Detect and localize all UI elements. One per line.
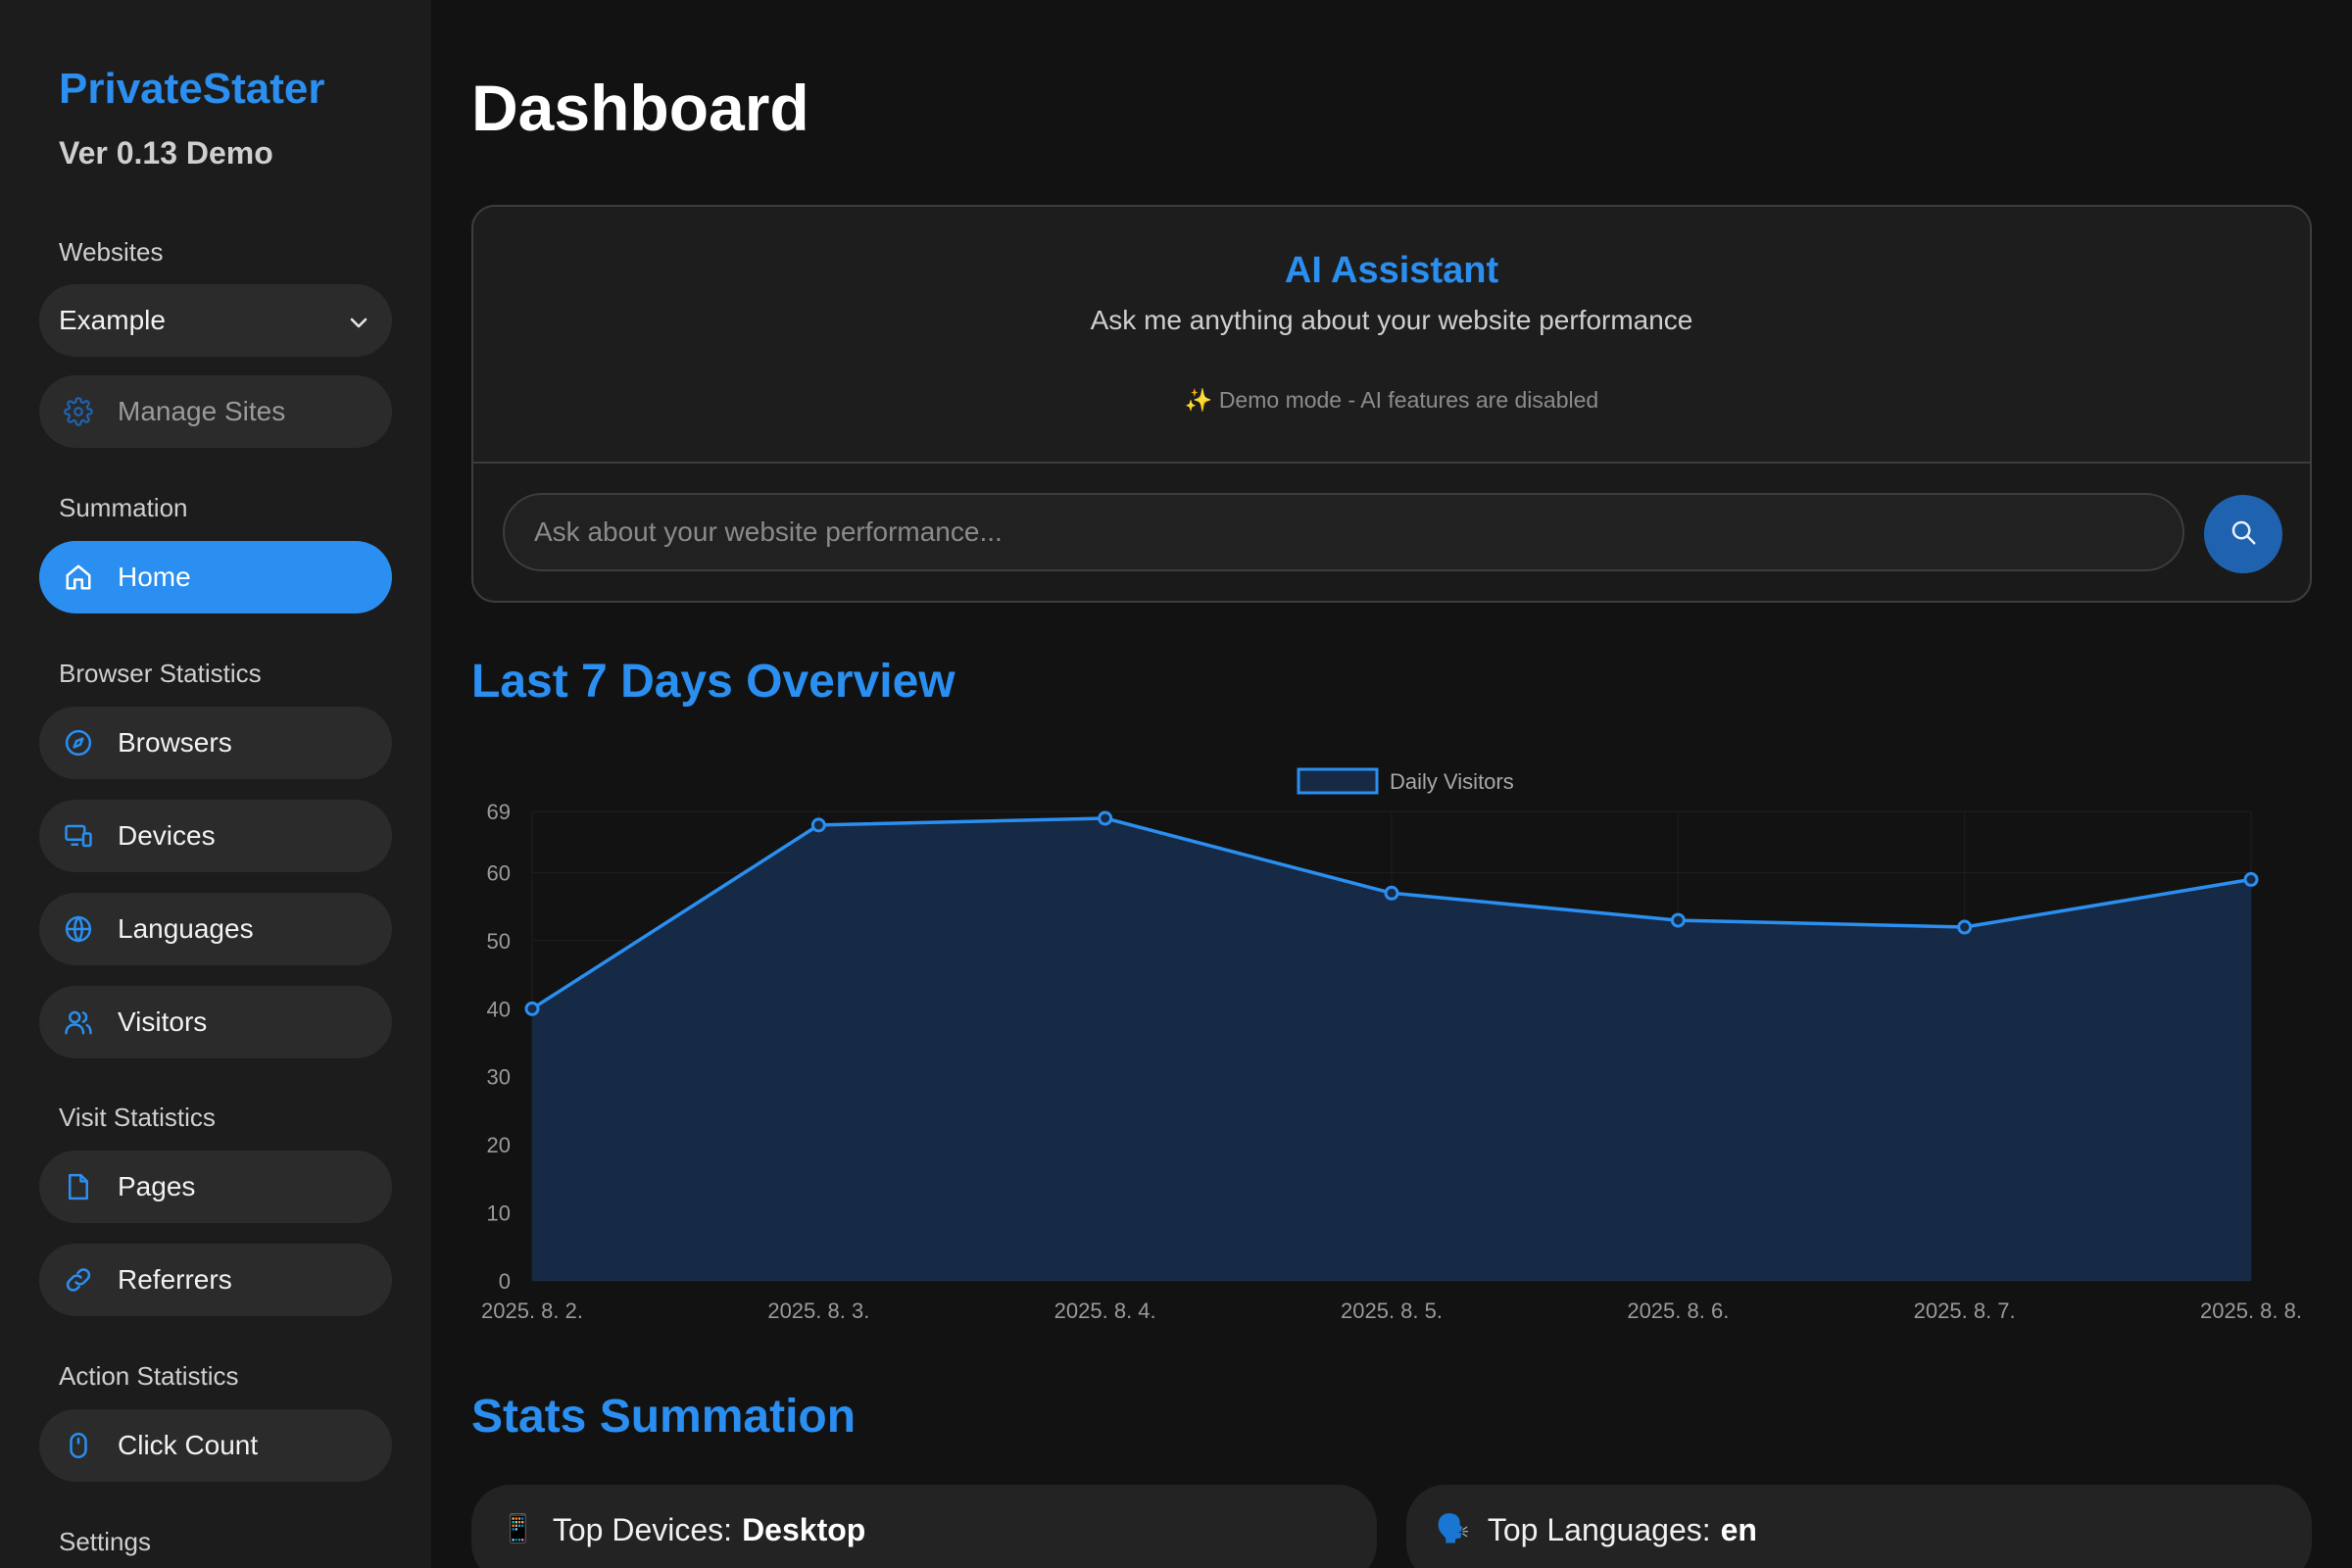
y-tick-label: 20 xyxy=(487,1133,511,1157)
y-tick-label: 0 xyxy=(499,1269,511,1294)
browser-statistics-label: Browser Statistics xyxy=(59,659,262,688)
data-point xyxy=(1670,912,1686,928)
manage-sites-button[interactable]: Manage Sites xyxy=(39,375,392,448)
y-tick-label: 30 xyxy=(487,1065,511,1090)
websites-label: Websites xyxy=(59,237,164,267)
chart-canvas: 0 10 20 30 40 50 60 69 2025. 8. 2. 2025. 8. 3. 202… xyxy=(481,767,2302,1323)
compass-icon xyxy=(63,727,94,759)
x-tick-label: 2025. 8. 3. xyxy=(767,1298,869,1323)
sidebar: PrivateStater Ver 0.13 Demo Websites Exa… xyxy=(0,0,431,1568)
sidebar-item-referrers[interactable]: Referrers xyxy=(39,1244,392,1316)
x-tick-label: 2025. 8. 5. xyxy=(1341,1298,1443,1323)
link-icon xyxy=(63,1264,94,1296)
ai-question-input[interactable]: Ask about your website performance... xyxy=(503,493,2184,571)
top-devices-value: Desktop xyxy=(742,1512,866,1547)
mouse-icon xyxy=(63,1430,94,1461)
sidebar-item-label: Browsers xyxy=(118,727,232,758)
gear-icon xyxy=(63,396,94,427)
x-tick-label: 2025. 8. 6. xyxy=(1627,1298,1729,1323)
settings-label: Settings xyxy=(59,1527,151,1556)
page-title: Dashboard xyxy=(471,72,809,144)
sidebar-item-visitors[interactable]: Visitors xyxy=(39,986,392,1058)
sidebar-item-label: Referrers xyxy=(118,1264,232,1295)
website-select-value: Example xyxy=(59,305,166,335)
top-devices-label: Top Devices: xyxy=(552,1512,733,1547)
data-point xyxy=(1384,885,1399,901)
sidebar-item-label: Click Count xyxy=(118,1430,259,1460)
home-icon xyxy=(63,562,94,593)
sidebar-item-home[interactable]: Home xyxy=(39,541,392,613)
top-devices-card: 📱 Top Devices: Desktop xyxy=(471,1485,1377,1568)
ai-assistant-header: AI Assistant Ask me anything about your … xyxy=(473,207,2310,464)
top-languages-card: 🗣️ Top Languages: en xyxy=(1406,1485,2312,1568)
visit-statistics-label: Visit Statistics xyxy=(59,1102,216,1132)
legend-swatch xyxy=(1297,767,1379,795)
top-languages-label: Top Languages: xyxy=(1487,1512,1711,1547)
speaking-head-icon: 🗣️ xyxy=(1436,1513,1470,1544)
sidebar-item-label: Pages xyxy=(118,1171,196,1201)
globe-icon xyxy=(63,913,94,945)
y-tick-label: 50 xyxy=(487,929,511,954)
y-tick-label: 40 xyxy=(487,997,511,1021)
brand-title: PrivateStater xyxy=(59,65,325,113)
search-icon xyxy=(2229,517,2258,552)
sidebar-item-label: Visitors xyxy=(118,1006,208,1037)
data-point xyxy=(1098,810,1113,826)
daily-visitors-chart: 0 10 20 30 40 50 60 69 2025. 8. 2. 2025. 8. 3. 202… xyxy=(461,745,2323,1333)
chevron-down-icon xyxy=(349,305,368,336)
brand-version: Ver 0.13 Demo xyxy=(59,135,273,171)
stats-heading: Stats Summation xyxy=(471,1391,857,1443)
x-tick-label: 2025. 8. 7. xyxy=(1914,1298,2016,1323)
ai-assistant-subtitle: Ask me anything about your website perfo… xyxy=(1090,305,1693,335)
summation-label: Summation xyxy=(59,493,188,522)
demo-mode-note: ✨ Demo mode - AI features are disabled xyxy=(1184,387,1599,413)
series-area-daily-visitors xyxy=(532,817,2251,1281)
website-select[interactable]: Example xyxy=(39,284,392,357)
data-point xyxy=(2243,871,2259,887)
y-tick-label: 69 xyxy=(487,800,511,824)
sidebar-item-label: Devices xyxy=(118,820,216,851)
ai-assistant-title: AI Assistant xyxy=(1284,250,1499,291)
y-tick-label: 10 xyxy=(487,1201,511,1226)
top-languages-value: en xyxy=(1720,1512,1757,1547)
action-statistics-label: Action Statistics xyxy=(59,1361,239,1391)
overview-heading: Last 7 Days Overview xyxy=(471,656,956,708)
phone-icon: 📱 xyxy=(501,1513,535,1544)
data-point xyxy=(810,817,826,833)
manage-sites-label: Manage Sites xyxy=(118,396,286,426)
sidebar-item-label: Languages xyxy=(118,913,254,944)
data-point xyxy=(1957,919,1973,935)
sidebar-item-devices[interactable]: Devices xyxy=(39,800,392,872)
x-tick-label: 2025. 8. 2. xyxy=(481,1298,583,1323)
devices-icon xyxy=(63,820,94,852)
users-icon xyxy=(63,1006,94,1038)
sidebar-item-click-count[interactable]: Click Count xyxy=(39,1409,392,1482)
sidebar-item-pages[interactable]: Pages xyxy=(39,1151,392,1223)
x-tick-label: 2025. 8. 8. xyxy=(2200,1298,2302,1323)
page-icon xyxy=(63,1171,94,1202)
ai-search-button[interactable] xyxy=(2204,495,2282,573)
y-tick-label: 60 xyxy=(487,860,511,885)
sidebar-item-languages[interactable]: Languages xyxy=(39,893,392,965)
sidebar-item-browsers[interactable]: Browsers xyxy=(39,707,392,779)
ai-question-placeholder: Ask about your website performance... xyxy=(534,516,1003,547)
legend-label: Daily Visitors xyxy=(1390,769,1514,794)
sidebar-item-label: Home xyxy=(118,562,191,592)
x-tick-label: 2025. 8. 4. xyxy=(1054,1298,1156,1323)
ai-assistant-card: AI Assistant Ask me anything about your … xyxy=(471,205,2312,603)
data-point xyxy=(524,1001,540,1016)
